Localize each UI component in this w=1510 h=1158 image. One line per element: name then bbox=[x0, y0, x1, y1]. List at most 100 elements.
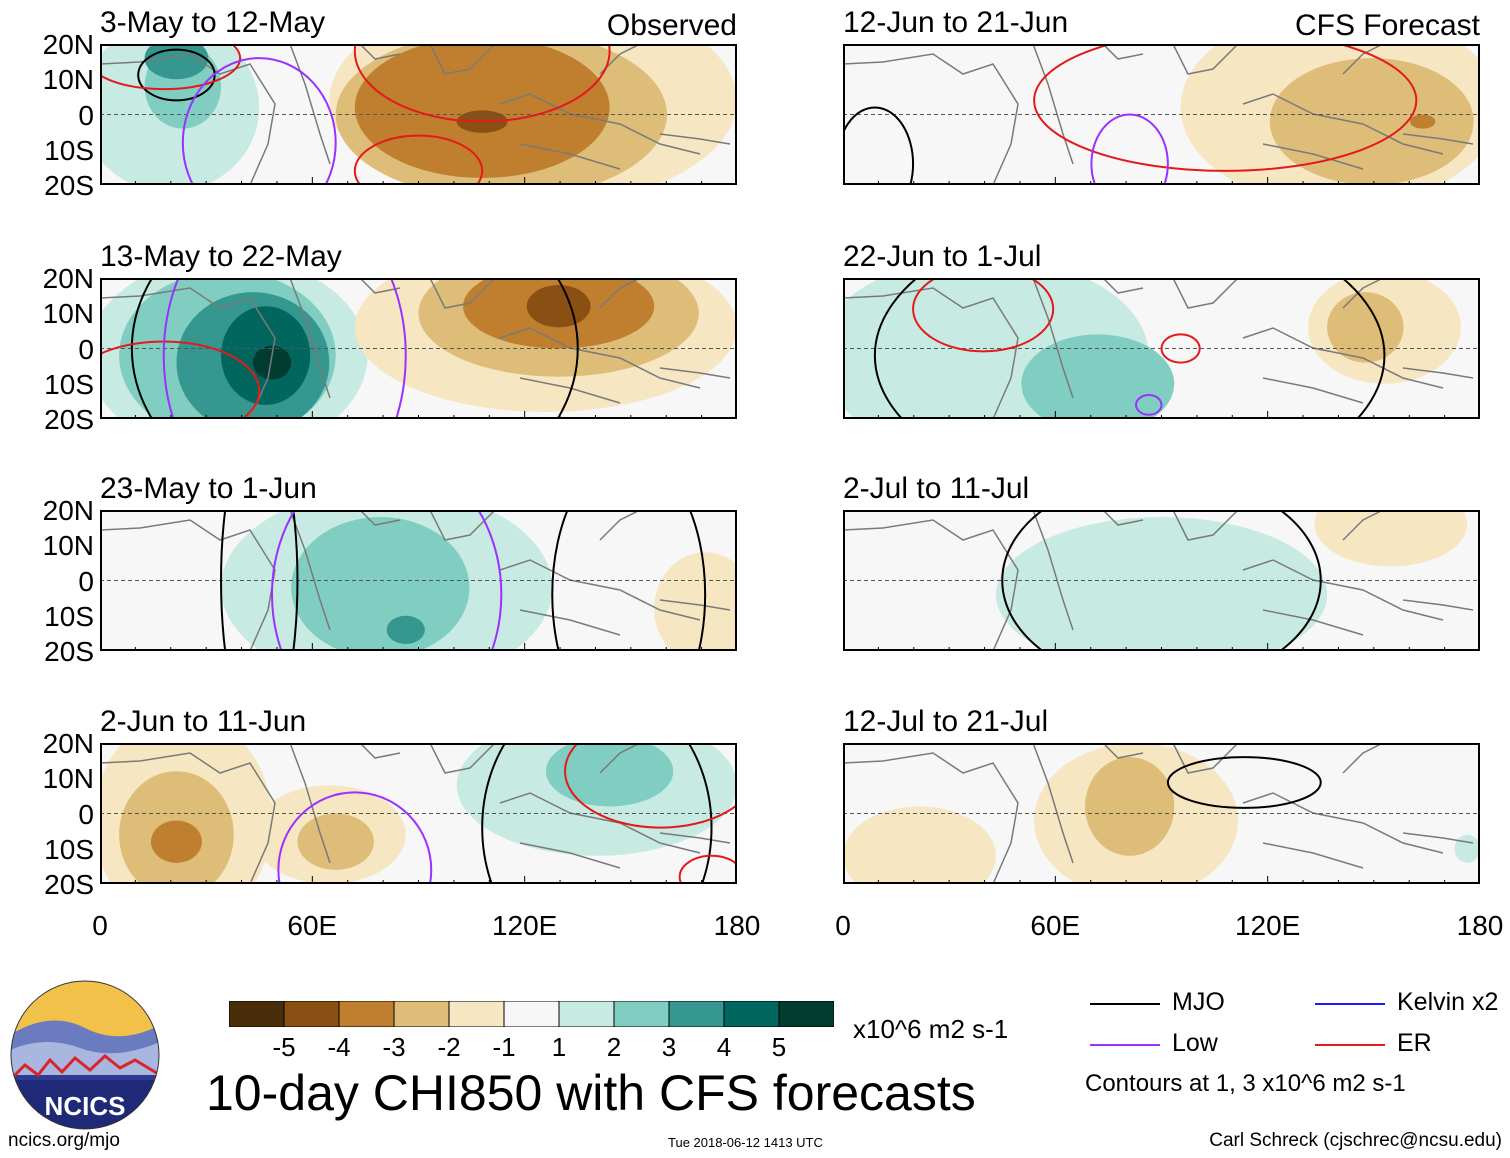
logo-text: NCICS bbox=[45, 1091, 126, 1121]
anomaly-region bbox=[291, 517, 470, 651]
anomaly-region bbox=[150, 820, 202, 863]
lat-tick-label: 20N bbox=[42, 728, 94, 759]
panel-title: 12-Jul to 21-Jul bbox=[843, 705, 1049, 738]
colorbar-segment bbox=[393, 1001, 450, 1027]
anomaly-region bbox=[386, 615, 425, 644]
legend-swatch bbox=[1315, 1044, 1385, 1046]
lon-tick-label: 120E bbox=[491, 910, 558, 941]
lat-tick-label: 10N bbox=[42, 763, 94, 795]
colorbar-segment bbox=[558, 1001, 615, 1027]
coastline bbox=[100, 278, 731, 419]
wave-contour bbox=[353, 134, 484, 185]
coastline bbox=[843, 743, 1474, 884]
lat-tick-label: 10S bbox=[44, 833, 94, 865]
map-panel-p2 bbox=[100, 278, 737, 419]
wave-contour bbox=[551, 510, 707, 651]
wave-contour bbox=[162, 278, 407, 419]
lat-tick-label: 20S bbox=[44, 404, 94, 435]
colorbar-segment bbox=[503, 1001, 560, 1027]
coastline bbox=[100, 510, 731, 651]
footer-timestamp: Tue 2018-06-12 1413 UTC bbox=[668, 1135, 823, 1150]
wave-contour bbox=[873, 278, 1386, 419]
anomaly-region bbox=[995, 517, 1328, 651]
lat-tick-label: 0 bbox=[78, 565, 94, 597]
map-panel-p7 bbox=[843, 510, 1480, 651]
wave-contour bbox=[1090, 113, 1169, 185]
lon-tick-label: 0 bbox=[835, 910, 851, 941]
map-panel-p5 bbox=[843, 44, 1480, 185]
colorbar-segment bbox=[668, 1001, 725, 1027]
anomaly-region bbox=[297, 813, 374, 870]
lon-tick-label: 0 bbox=[92, 910, 108, 941]
coastline bbox=[843, 278, 1474, 419]
colorbar-tick-label: -4 bbox=[327, 1032, 351, 1062]
ncics-logo: NCICS bbox=[10, 980, 160, 1130]
colorbar-units: x10^6 m2 s-1 bbox=[853, 1014, 1009, 1044]
legend-swatch bbox=[1315, 1003, 1385, 1005]
anomaly-region bbox=[1409, 114, 1436, 129]
colorbar-segment bbox=[723, 1001, 780, 1027]
lat-tick-label: 20S bbox=[44, 636, 94, 667]
colorbar-tick-label: 3 bbox=[661, 1032, 677, 1062]
lat-tick-label: 10N bbox=[42, 530, 94, 562]
colorbar-tick-label: 1 bbox=[551, 1032, 567, 1062]
wave-contour bbox=[181, 57, 337, 185]
lon-tick-label: 180 bbox=[713, 910, 761, 941]
panel-title: 22-Jun to 1-Jul bbox=[843, 240, 1042, 273]
colorbar bbox=[229, 1001, 834, 1027]
lon-tick-label: 180 bbox=[1456, 910, 1504, 941]
footer-author: Carl Schreck (cjschrec@ncsu.edu) bbox=[1209, 1130, 1502, 1151]
lat-tick-label: 20S bbox=[44, 869, 94, 900]
lat-tick-label: 10S bbox=[44, 600, 94, 632]
wave-contour bbox=[130, 278, 579, 419]
panel-tag: Observed bbox=[606, 9, 737, 42]
panel-title: 2-Jul to 11-Jul bbox=[843, 472, 1030, 505]
wave-contour bbox=[912, 278, 1055, 353]
anomaly-region bbox=[1454, 834, 1480, 863]
lon-tick-label: 120E bbox=[1234, 910, 1301, 941]
lat-tick-label: 0 bbox=[78, 333, 94, 365]
colorbar-segment bbox=[778, 1001, 834, 1027]
map-panel-p1 bbox=[100, 44, 737, 185]
wave-contour bbox=[1160, 333, 1201, 364]
lat-tick-label: 0 bbox=[78, 798, 94, 830]
colorbar-tick-label: -5 bbox=[272, 1032, 296, 1062]
wave-contour bbox=[481, 743, 713, 884]
wave-contour bbox=[1166, 756, 1322, 809]
wave-contour bbox=[220, 510, 299, 651]
legend-label: Kelvin x2 bbox=[1397, 988, 1499, 1016]
panel-title: 12-Jun to 21-Jun bbox=[843, 6, 1069, 39]
wave-contour bbox=[1135, 394, 1163, 416]
wave-contour bbox=[678, 854, 737, 884]
wave-contour bbox=[271, 510, 503, 651]
wave-contour bbox=[277, 791, 433, 884]
lat-tick-label: 20S bbox=[44, 170, 94, 201]
lon-tick-label: 60E bbox=[287, 910, 338, 941]
anomaly-region bbox=[843, 306, 914, 419]
colorbar-tick-label: 4 bbox=[716, 1032, 732, 1062]
legend-label: Low bbox=[1172, 1029, 1218, 1057]
colorbar-segment bbox=[229, 1001, 285, 1027]
anomaly-region bbox=[843, 806, 996, 884]
lat-tick-label: 10S bbox=[44, 368, 94, 400]
wave-contour bbox=[843, 106, 915, 185]
wave-contour bbox=[353, 44, 611, 123]
wave-contour bbox=[564, 743, 737, 829]
panel-title: 23-May to 1-Jun bbox=[100, 472, 317, 505]
map-panel-p4 bbox=[100, 743, 737, 884]
anomaly-region bbox=[1314, 510, 1468, 567]
coastline bbox=[843, 44, 1474, 185]
coastline bbox=[100, 743, 731, 884]
colorbar-segment bbox=[283, 1001, 340, 1027]
anomaly-region bbox=[654, 552, 737, 651]
colorbar-segment bbox=[613, 1001, 670, 1027]
panel-tag: CFS Forecast bbox=[1294, 9, 1480, 42]
legend-label: MJO bbox=[1172, 988, 1225, 1016]
coastline bbox=[843, 510, 1474, 651]
legend-swatch bbox=[1090, 1044, 1160, 1046]
footer-url[interactable]: ncics.org/mjo bbox=[8, 1130, 120, 1151]
colorbar-tick-label: -1 bbox=[492, 1032, 516, 1062]
anomaly-region bbox=[545, 743, 674, 807]
lat-tick-label: 10N bbox=[42, 64, 94, 96]
panel-title: 2-Jun to 11-Jun bbox=[100, 705, 307, 738]
